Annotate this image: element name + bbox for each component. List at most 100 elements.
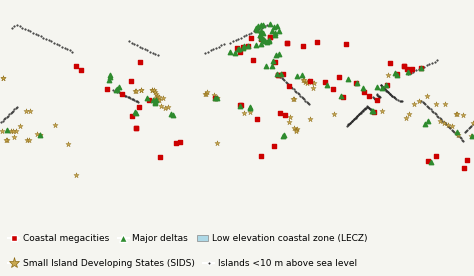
Point <box>132 88 140 93</box>
Point <box>248 30 255 35</box>
Point <box>279 77 287 81</box>
Point <box>136 60 144 64</box>
Point <box>227 41 234 45</box>
Point <box>361 107 368 111</box>
Point <box>381 87 389 91</box>
Point <box>287 84 295 89</box>
Point <box>152 52 159 56</box>
Point <box>356 112 363 116</box>
Point <box>383 83 391 87</box>
Point <box>0 129 6 133</box>
Point <box>400 64 408 68</box>
Point <box>240 45 247 49</box>
Point <box>129 97 137 102</box>
Point <box>257 154 265 158</box>
Point <box>269 59 277 63</box>
Point <box>377 83 384 87</box>
Point <box>418 98 425 103</box>
Point <box>412 68 420 73</box>
Point <box>468 134 474 138</box>
Point <box>348 118 356 123</box>
Point <box>120 93 128 97</box>
Point <box>369 108 376 113</box>
Point <box>133 43 141 47</box>
Point <box>364 105 372 109</box>
Point <box>23 138 30 142</box>
Point <box>3 138 10 142</box>
Point <box>289 86 296 90</box>
Point <box>406 112 413 116</box>
Point <box>291 88 299 93</box>
Point <box>428 108 436 113</box>
Point <box>154 53 162 57</box>
Point <box>384 73 392 78</box>
Point <box>427 159 434 164</box>
Point <box>408 67 416 71</box>
Point <box>329 87 337 91</box>
Point <box>36 133 44 137</box>
Point <box>345 122 353 126</box>
Point <box>0 120 5 124</box>
Point <box>374 93 382 98</box>
Point <box>449 129 457 133</box>
Point <box>128 114 136 118</box>
Point <box>5 112 13 117</box>
Point <box>8 110 16 114</box>
Point <box>304 81 311 85</box>
Point <box>213 96 220 100</box>
Point <box>12 106 19 110</box>
Point <box>391 96 399 100</box>
Point <box>138 46 146 50</box>
Point <box>368 109 376 113</box>
Point <box>458 137 466 142</box>
Point <box>441 121 449 125</box>
Point <box>292 127 300 132</box>
Point <box>384 90 392 95</box>
Point <box>0 118 7 123</box>
Point <box>211 96 219 100</box>
Point <box>131 89 139 93</box>
Point <box>143 96 151 100</box>
Point <box>460 166 468 170</box>
Point <box>164 105 172 109</box>
Point <box>227 50 234 54</box>
Point <box>247 36 255 40</box>
Point <box>389 94 396 99</box>
Point <box>460 113 467 117</box>
Point <box>377 83 385 88</box>
Point <box>350 116 358 121</box>
Point <box>255 27 263 31</box>
Point <box>343 124 351 128</box>
Point <box>210 92 218 97</box>
Point <box>132 126 139 131</box>
Point <box>210 47 217 51</box>
Point <box>403 67 410 71</box>
Point <box>258 25 266 30</box>
Point <box>342 42 350 46</box>
Point <box>40 36 47 40</box>
Point <box>299 44 307 49</box>
Point <box>440 120 447 124</box>
Point <box>152 98 160 102</box>
Point <box>3 128 10 132</box>
Point <box>148 88 155 92</box>
Point <box>12 129 19 133</box>
Point <box>321 80 329 84</box>
Point <box>106 75 114 79</box>
Point <box>306 79 314 84</box>
Point <box>405 69 412 73</box>
Point <box>275 29 283 34</box>
Point <box>53 42 60 46</box>
Point <box>423 63 430 68</box>
Point <box>295 92 303 97</box>
Point <box>123 94 130 99</box>
Point <box>335 75 342 79</box>
Point <box>257 36 265 40</box>
Point <box>301 80 309 84</box>
Point <box>445 125 453 129</box>
Point <box>250 58 257 63</box>
Point <box>293 74 301 78</box>
Point <box>36 133 44 137</box>
Point <box>374 85 381 90</box>
Point <box>360 90 367 94</box>
